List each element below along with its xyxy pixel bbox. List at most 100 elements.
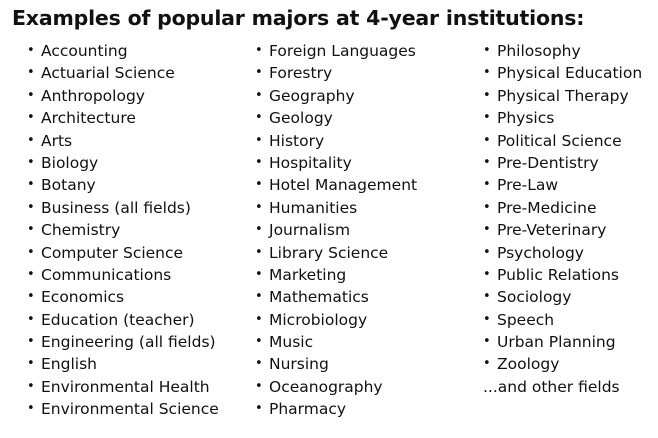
major-list-item: • Pre-Medicine (483, 197, 642, 219)
bullet-icon: • (27, 289, 35, 305)
major-name: Business (all fields) (41, 198, 191, 217)
bullet-icon: • (255, 401, 263, 417)
major-list-item: • Physics (483, 107, 642, 129)
major-list-item: • Zoology (483, 353, 642, 375)
major-name: Microbiology (269, 310, 368, 329)
majors-column-1: • Accounting • Actuarial Science • Anthropolo… (27, 40, 219, 421)
bullet-icon: • (27, 401, 35, 417)
bullet-icon: • (255, 311, 263, 327)
bullet-icon: • (255, 334, 263, 350)
bullet-icon: • (483, 87, 491, 103)
major-name: Education (teacher) (41, 310, 195, 329)
bullet-icon: • (483, 110, 491, 126)
major-list-item: • Microbiology (255, 309, 417, 331)
bullet-icon: • (27, 177, 35, 193)
major-name: Psychology (497, 243, 584, 262)
majors-column-2: • Foreign Languages • Forestry • Geography • Ge… (255, 40, 417, 421)
major-name: Physics (497, 109, 555, 128)
bullet-icon: • (255, 65, 263, 81)
majors-column-3: • Philosophy • Physical Education • Physical … (483, 40, 642, 398)
bullet-icon: • (27, 199, 35, 215)
bullet-icon: • (483, 311, 491, 327)
major-list-item: • Music (255, 331, 417, 353)
major-list-item: • Sociology (483, 286, 642, 308)
major-list-item: • Marketing (255, 264, 417, 286)
major-list-item: • Forestry (255, 62, 417, 84)
major-name: Chemistry (41, 221, 121, 240)
bullet-icon: • (483, 65, 491, 81)
major-list-item: • Hotel Management (255, 174, 417, 196)
major-list-item: • Accounting (27, 40, 219, 62)
major-name: Architecture (41, 109, 136, 128)
major-list-item: • Physical Education (483, 62, 642, 84)
bullet-icon: • (255, 110, 263, 126)
bullet-icon: • (27, 378, 35, 394)
major-list-item: • Nursing (255, 353, 417, 375)
major-list-item: • Urban Planning (483, 331, 642, 353)
major-list-item: • Mathematics (255, 286, 417, 308)
major-list-item: • Foreign Languages (255, 40, 417, 62)
major-name: Mathematics (269, 288, 369, 307)
major-name: Pre-Law (497, 176, 559, 195)
bullet-icon: • (255, 177, 263, 193)
bullet-icon: • (483, 154, 491, 170)
major-name: Journalism (269, 221, 351, 240)
bullet-icon: • (255, 199, 263, 215)
page-title: Examples of popular majors at 4-year ins… (12, 6, 585, 30)
major-name: Oceanography (269, 377, 383, 396)
major-name: Library Science (269, 243, 389, 262)
major-name: Hotel Management (269, 176, 418, 195)
major-name: Philosophy (497, 42, 581, 60)
major-list-item: • Actuarial Science (27, 62, 219, 84)
major-name: Pre-Veterinary (497, 221, 607, 240)
major-name: Forestry (269, 64, 333, 83)
bullet-icon: • (27, 334, 35, 350)
major-name: Pre-Medicine (497, 198, 597, 217)
bullet-icon: • (483, 244, 491, 260)
major-list-item: • Arts (27, 130, 219, 152)
major-list-item: • Humanities (255, 197, 417, 219)
major-name: Computer Science (41, 243, 184, 262)
major-name: Nursing (269, 355, 329, 374)
major-name: Physical Therapy (497, 86, 629, 105)
major-name: Arts (41, 131, 73, 150)
other-fields-note: ...and other fields (483, 377, 620, 396)
major-name: Botany (41, 176, 96, 195)
bullet-icon: • (27, 311, 35, 327)
major-name: Economics (41, 288, 125, 307)
major-name: Physical Education (497, 64, 643, 83)
major-list-item: • Psychology (483, 242, 642, 264)
bullet-icon: • (27, 154, 35, 170)
major-list-item: • Environmental Health (27, 376, 219, 398)
major-list-item: • Anthropology (27, 85, 219, 107)
major-list-item: • Pre-Dentistry (483, 152, 642, 174)
bullet-icon: • (27, 87, 35, 103)
bullet-icon: • (27, 65, 35, 81)
bullet-icon: • (27, 244, 35, 260)
major-list-item: • Pre-Veterinary (483, 219, 642, 241)
bullet-icon: • (255, 244, 263, 260)
major-name: Pre-Dentistry (497, 153, 599, 172)
bullet-icon: • (483, 356, 491, 372)
major-name: Political Science (497, 131, 622, 150)
major-name: Speech (497, 310, 555, 329)
major-list-item: • Economics (27, 286, 219, 308)
bullet-icon: • (255, 266, 263, 282)
bullet-icon: • (255, 378, 263, 394)
bullet-icon: • (27, 43, 35, 58)
bullet-icon: • (483, 43, 491, 58)
bullet-icon: • (27, 132, 35, 148)
major-name: Sociology (497, 288, 572, 307)
bullet-icon: • (483, 222, 491, 238)
bullet-icon: • (255, 289, 263, 305)
major-name: Hospitality (269, 153, 352, 172)
major-name: Actuarial Science (41, 64, 175, 83)
bullet-icon: • (255, 356, 263, 372)
major-name: Zoology (497, 355, 560, 374)
bullet-icon: • (255, 222, 263, 238)
major-list-item: • Journalism (255, 219, 417, 241)
major-list-item: • Chemistry (27, 219, 219, 241)
major-list-item: • Physical Therapy (483, 85, 642, 107)
major-list-item: • Computer Science (27, 242, 219, 264)
major-list-item: • Speech (483, 309, 642, 331)
